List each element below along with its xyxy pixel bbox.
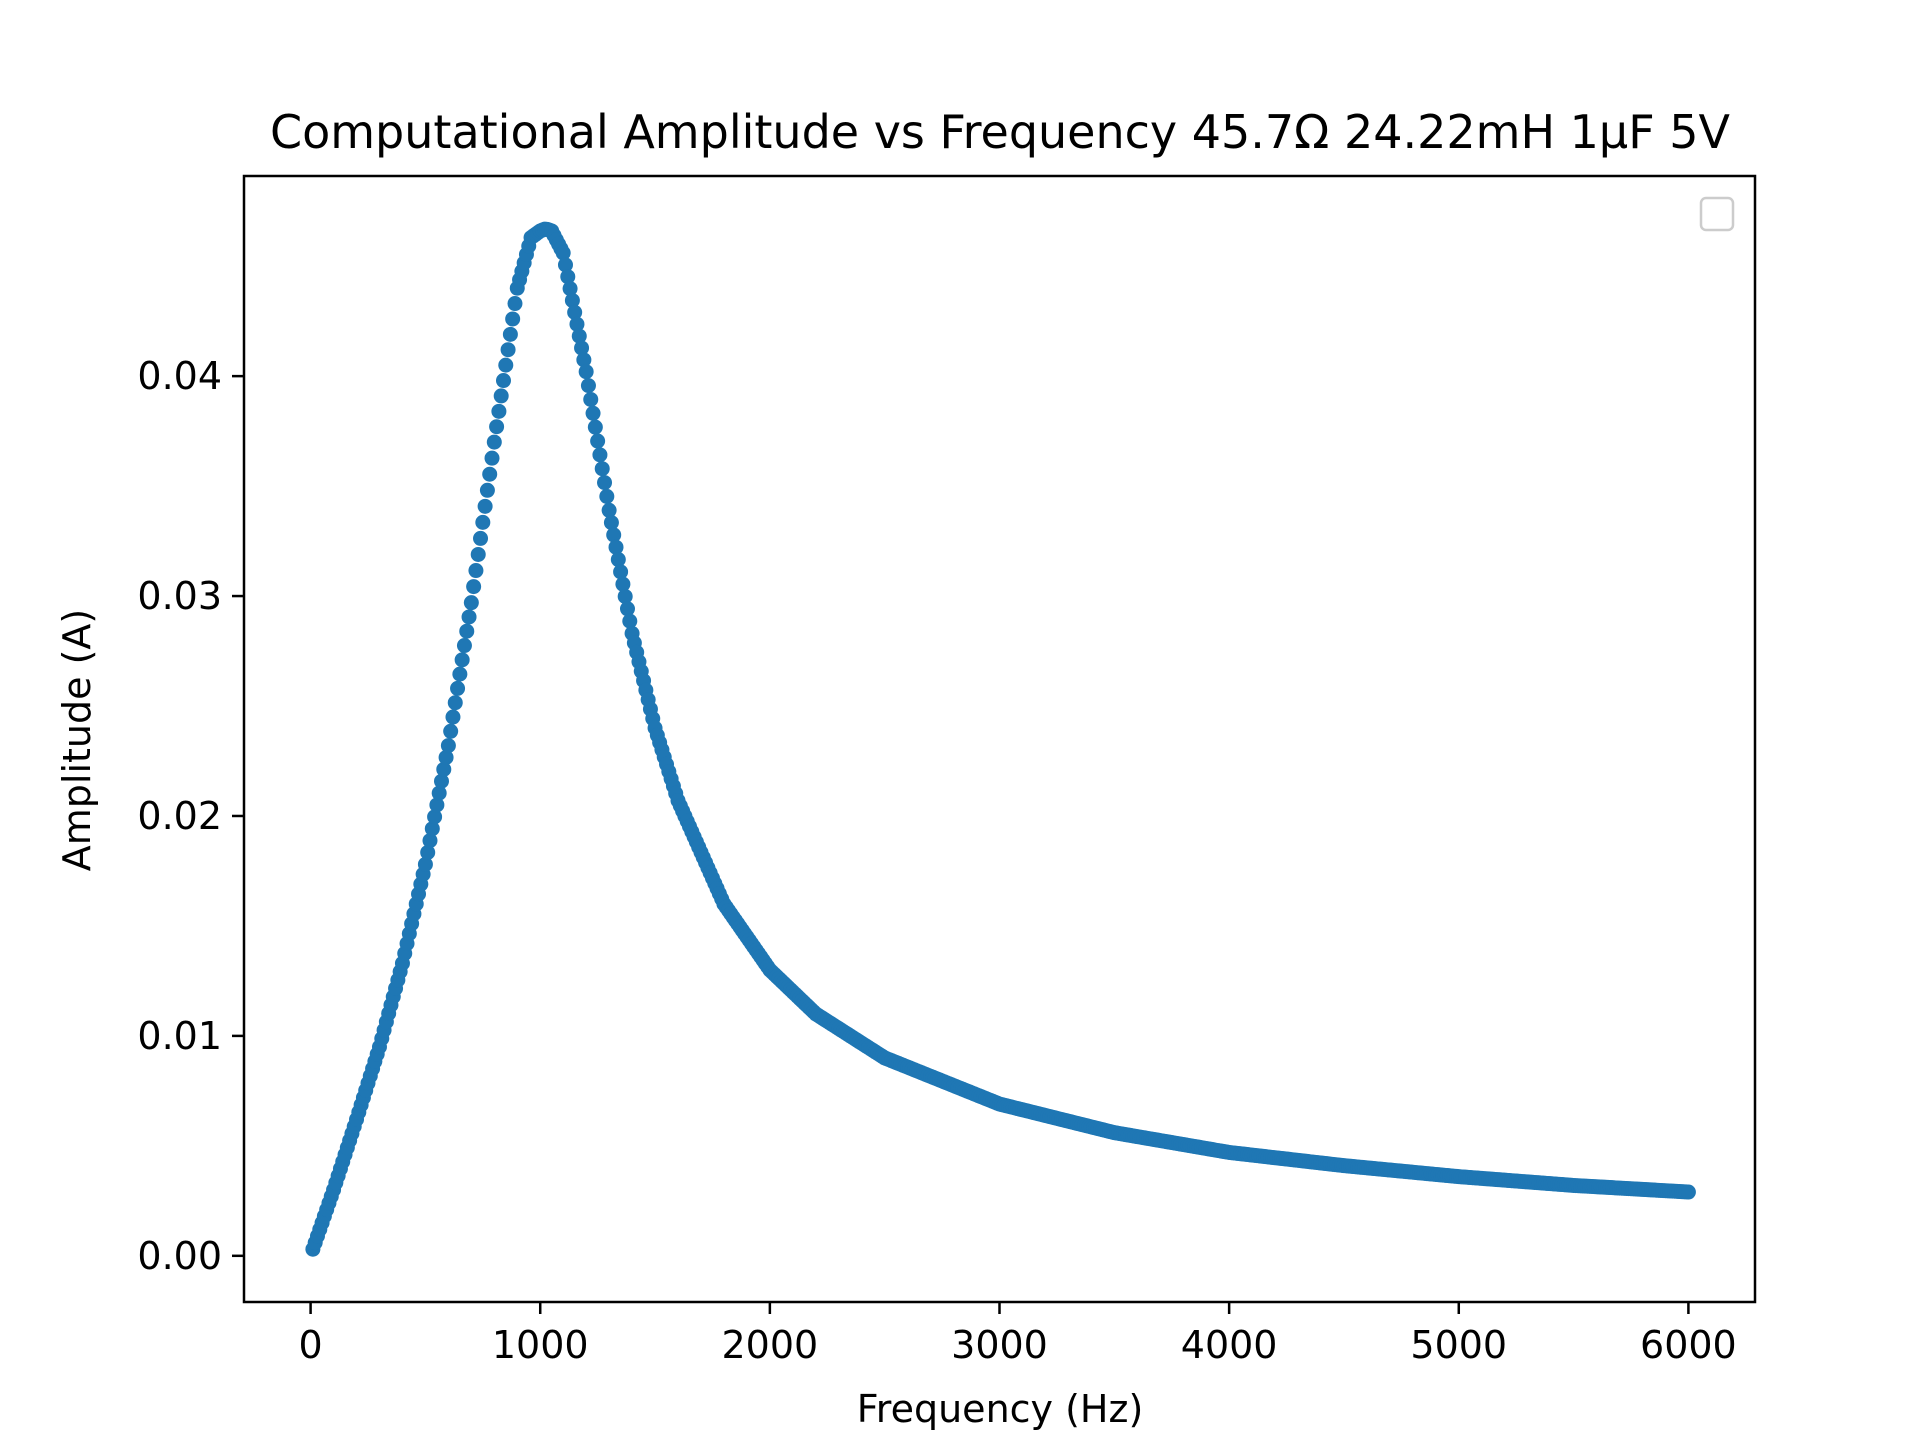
data-point [622, 613, 638, 629]
data-point [489, 419, 505, 435]
y-tick-label: 0.00 [137, 1234, 222, 1278]
data-point [597, 475, 613, 491]
data-point [456, 638, 472, 654]
data-point [560, 269, 576, 285]
x-tick-label: 6000 [1640, 1323, 1737, 1367]
x-axis-ticks: 0 1000 2000 3000 4000 5000 6000 [299, 1302, 1737, 1367]
data-point [562, 281, 578, 297]
x-tick-label: 0 [299, 1323, 323, 1367]
data-point [463, 595, 479, 611]
data-point [424, 821, 440, 837]
data-point [477, 498, 493, 514]
data-point [466, 579, 482, 595]
data-point [555, 245, 571, 261]
data-point [470, 546, 486, 562]
data-point [440, 738, 456, 754]
data-point [615, 576, 631, 592]
data-point [590, 433, 606, 449]
data-point [617, 588, 633, 604]
y-axis-ticks: 0.00 0.01 0.02 0.03 0.04 [137, 354, 244, 1278]
data-point [592, 447, 608, 463]
data-point [433, 773, 449, 789]
data-point [493, 388, 509, 404]
data-point [557, 257, 573, 273]
data-point [491, 403, 507, 419]
data-point [587, 419, 603, 435]
data-point [500, 342, 516, 358]
data-point [454, 652, 470, 668]
data-point [431, 785, 447, 801]
y-tick-label: 0.02 [137, 794, 222, 838]
data-point [461, 609, 477, 625]
data-point [429, 797, 445, 813]
data-point [619, 601, 635, 617]
data-point [498, 357, 514, 373]
data-point [482, 466, 498, 482]
data-point [599, 488, 615, 504]
data-point [603, 515, 619, 531]
data-point [583, 391, 599, 407]
data-point [505, 311, 521, 327]
data-point [427, 809, 443, 825]
y-tick-label: 0.04 [137, 354, 222, 398]
data-point [507, 296, 523, 312]
data-point [422, 833, 438, 849]
data-point [484, 450, 500, 466]
data-point [606, 527, 622, 543]
data-point [613, 564, 629, 580]
data-point [479, 482, 495, 498]
data-point [574, 340, 590, 356]
data-point [459, 623, 475, 639]
data-point [610, 552, 626, 568]
data-point [420, 844, 436, 860]
y-axis-label: Amplitude (A) [55, 609, 99, 871]
data-point [445, 709, 461, 725]
data-point [450, 680, 466, 696]
data-point [569, 316, 585, 332]
x-tick-label: 2000 [722, 1323, 819, 1367]
data-point [417, 856, 433, 872]
data-point [576, 352, 592, 368]
legend-box [1699, 196, 1735, 232]
plot-frame [242, 174, 1757, 1304]
data-point [443, 723, 459, 739]
x-tick-label: 5000 [1410, 1323, 1507, 1367]
data-point [578, 364, 594, 380]
x-axis-label: Frequency (Hz) [857, 1387, 1144, 1431]
x-tick-label: 3000 [951, 1323, 1048, 1367]
data-points [305, 221, 1696, 1257]
data-point [452, 666, 468, 682]
x-tick-label: 1000 [492, 1323, 589, 1367]
y-tick-label: 0.03 [137, 574, 222, 618]
data-point [608, 539, 624, 555]
data-point [601, 502, 617, 518]
data-point [580, 378, 596, 394]
data-point [438, 749, 454, 765]
data-point [495, 373, 511, 389]
data-point [594, 461, 610, 477]
data-point [564, 292, 580, 308]
y-tick-label: 0.01 [137, 1014, 222, 1058]
data-point [585, 405, 601, 421]
data-point [486, 434, 502, 450]
x-tick-label: 4000 [1181, 1323, 1278, 1367]
data-point [436, 761, 452, 777]
data-point [571, 328, 587, 344]
data-point [502, 326, 518, 342]
data-point [1680, 1184, 1696, 1200]
data-point [468, 563, 484, 579]
data-point [473, 530, 489, 546]
chart-title: Computational Amplitude vs Frequency 45.… [270, 105, 1731, 159]
data-point [475, 514, 491, 530]
data-point [567, 304, 583, 320]
data-point [447, 695, 463, 711]
